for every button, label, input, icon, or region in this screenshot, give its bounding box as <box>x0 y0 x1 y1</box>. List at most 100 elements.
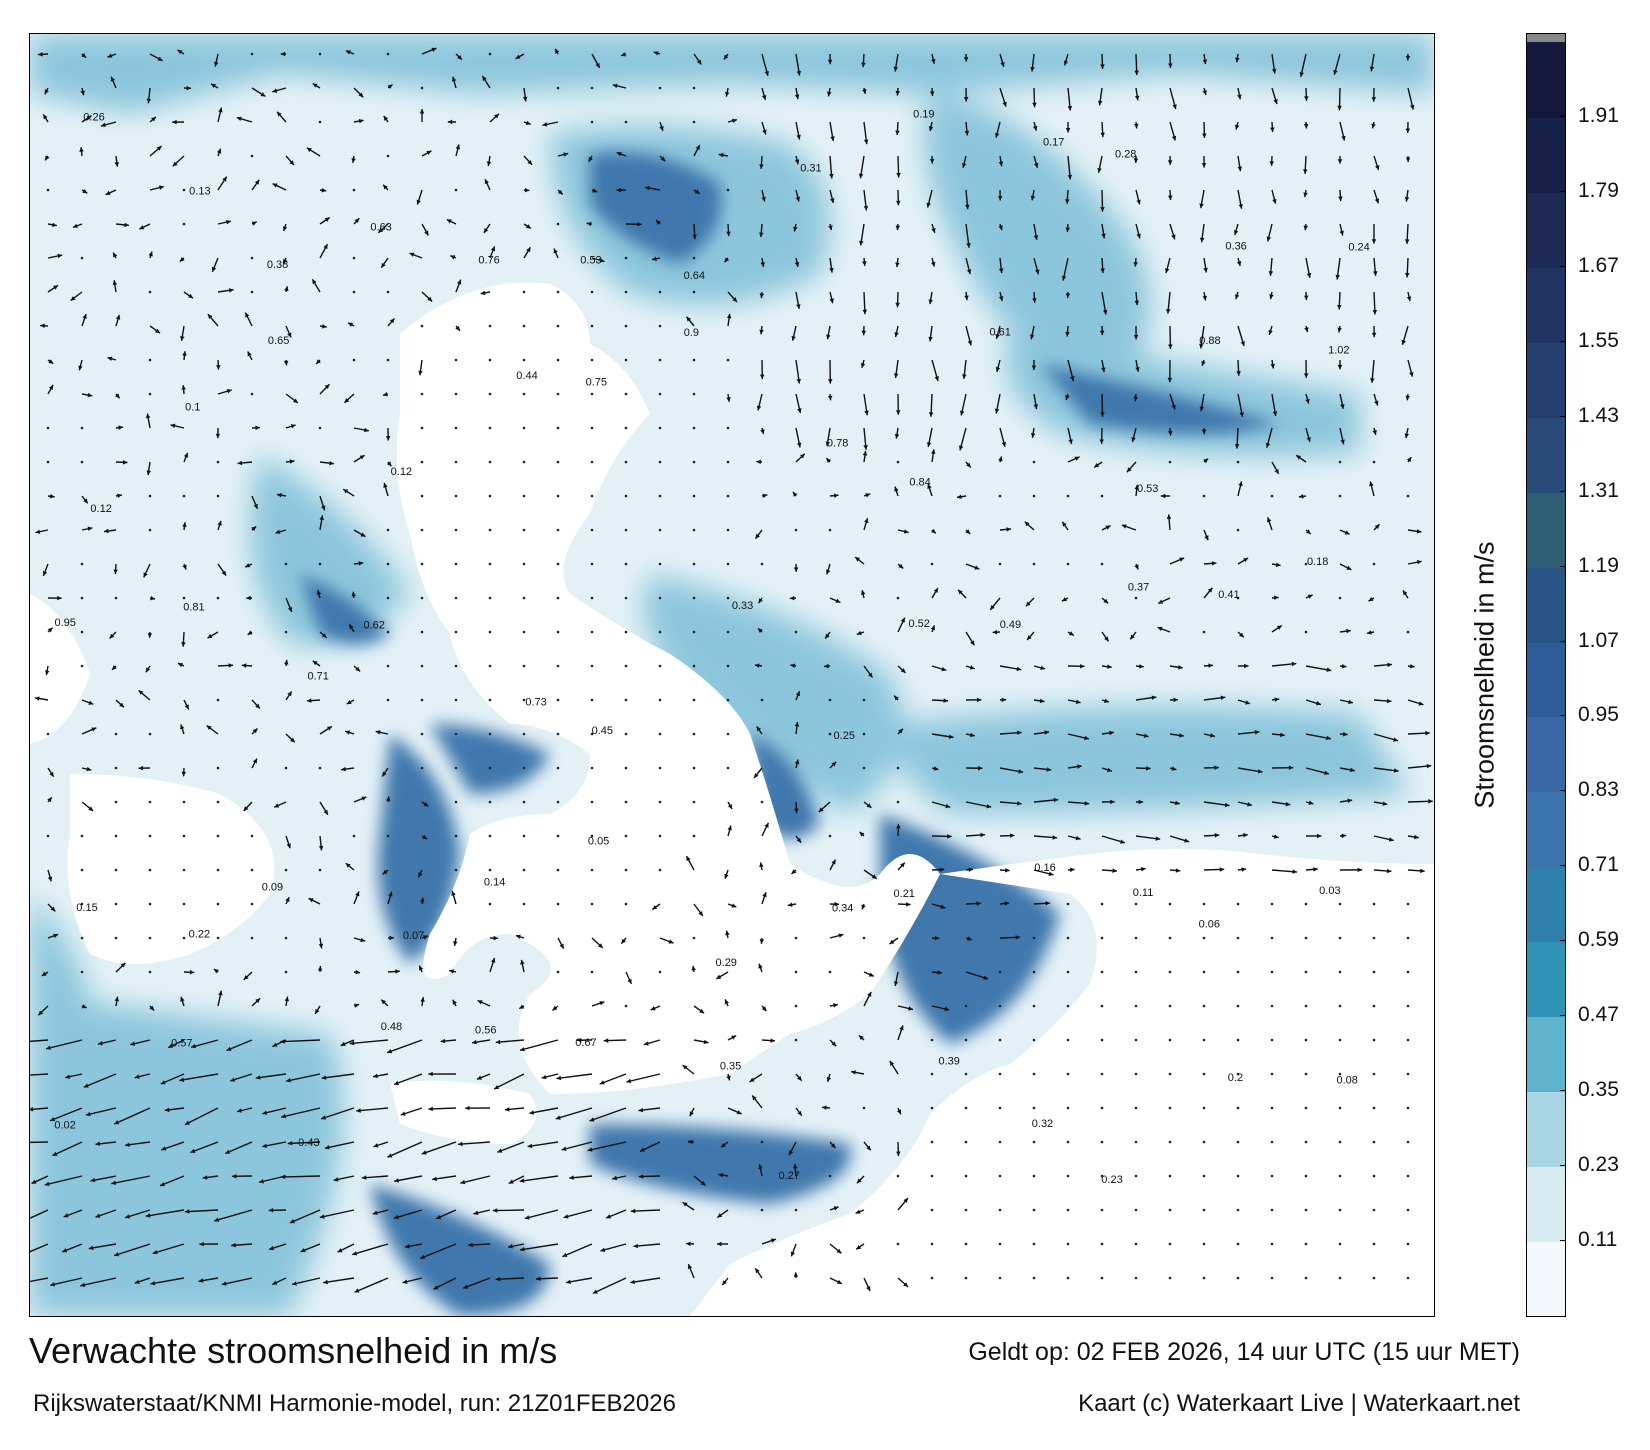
current-arrow <box>1236 359 1241 376</box>
current-arrow <box>693 144 701 157</box>
current-arrow <box>724 999 729 1007</box>
grid-dot <box>658 970 662 974</box>
current-arrow <box>177 662 185 668</box>
current-arrow <box>829 597 841 604</box>
grid-dot <box>1202 1174 1206 1178</box>
current-arrow <box>761 121 767 135</box>
current-arrow <box>1234 121 1240 130</box>
grid-dot <box>726 188 730 192</box>
current-arrow <box>999 833 1015 838</box>
grid-dot <box>522 358 526 362</box>
grid-dot <box>556 528 560 532</box>
current-arrow <box>217 219 232 225</box>
speed-label: 0.19 <box>913 108 934 120</box>
current-arrow <box>863 427 868 450</box>
current-arrow <box>793 1272 799 1279</box>
current-arrow <box>693 1175 706 1187</box>
grid-dot <box>1134 1072 1138 1076</box>
grid-dot <box>624 868 628 872</box>
grid-dot <box>590 358 594 362</box>
current-arrow <box>314 1005 321 1015</box>
grid-dot <box>454 664 458 668</box>
current-arrow <box>758 1164 763 1177</box>
grid-dot <box>46 188 50 192</box>
grid-dot <box>1338 1106 1342 1110</box>
current-arrow <box>72 223 83 229</box>
current-arrow <box>720 1141 729 1148</box>
grid-dot <box>148 358 152 362</box>
grid-dot <box>556 494 560 498</box>
current-arrow <box>1101 597 1109 604</box>
current-arrow <box>247 630 253 636</box>
current-arrow <box>1235 53 1240 63</box>
current-arrow <box>965 529 971 535</box>
current-arrow <box>476 1073 491 1080</box>
current-arrow <box>1033 767 1052 772</box>
current-arrow <box>759 937 765 944</box>
grid-dot <box>250 256 254 260</box>
grid-dot <box>1202 1276 1206 1280</box>
grid-dot <box>692 766 696 770</box>
current-arrow <box>81 727 97 735</box>
current-arrow <box>172 155 185 167</box>
current-arrow <box>1101 525 1111 531</box>
current-arrow <box>88 1243 117 1251</box>
current-arrow <box>1033 155 1039 169</box>
current-arrow <box>612 1175 627 1181</box>
grid-dot <box>1372 970 1376 974</box>
current-arrow <box>333 1175 355 1182</box>
grid-dot <box>692 936 696 940</box>
current-arrow <box>161 1141 185 1151</box>
current-arrow <box>999 527 1012 532</box>
current-arrow <box>30 1277 49 1283</box>
grid-dot <box>1168 970 1172 974</box>
speed-label: 0.2 <box>1228 1072 1243 1084</box>
current-arrow <box>1067 87 1073 111</box>
grid-dot <box>590 766 594 770</box>
current-arrow <box>268 1243 287 1251</box>
grid-dot <box>522 732 526 736</box>
current-arrow <box>1338 189 1343 202</box>
current-arrow <box>965 732 975 738</box>
current-arrow <box>1266 223 1273 242</box>
grid-dot <box>692 256 696 260</box>
current-arrow <box>352 1243 389 1256</box>
current-arrow <box>319 460 334 466</box>
current-arrow <box>1169 223 1176 240</box>
current-arrow <box>860 589 866 599</box>
current-arrow <box>754 529 763 540</box>
grid-dot <box>726 698 730 702</box>
current-arrow <box>931 698 949 703</box>
current-arrow <box>997 189 1003 201</box>
current-arrow <box>897 862 906 871</box>
grid-dot <box>1134 936 1138 940</box>
grid-dot <box>1338 1004 1342 1008</box>
grid-dot <box>556 596 560 600</box>
current-arrow <box>791 325 797 341</box>
current-arrow <box>1203 257 1208 273</box>
grid-dot <box>386 528 390 532</box>
current-arrow <box>105 189 117 196</box>
current-arrow <box>829 859 837 871</box>
current-arrow <box>861 903 866 910</box>
current-arrow <box>1305 393 1310 404</box>
grid-dot <box>80 562 84 566</box>
grid-dot <box>556 868 560 872</box>
speed-label: 0.67 <box>575 1037 596 1049</box>
current-arrow <box>897 1277 909 1288</box>
grid-dot <box>1406 1276 1410 1280</box>
grid-dot <box>352 834 356 838</box>
current-arrow <box>1101 291 1108 315</box>
grid-dot <box>318 52 322 56</box>
grid-dot <box>182 222 186 226</box>
current-arrow <box>965 325 973 346</box>
current-arrow <box>965 697 982 703</box>
colorbar-tick-label: 1.55 <box>1578 328 1619 352</box>
grid-dot <box>692 120 696 124</box>
grid-dot <box>1406 1208 1410 1212</box>
current-arrow <box>862 257 867 266</box>
current-arrow <box>353 87 364 98</box>
current-arrow <box>340 1039 355 1047</box>
current-arrow <box>387 935 395 941</box>
current-arrow <box>347 322 355 327</box>
